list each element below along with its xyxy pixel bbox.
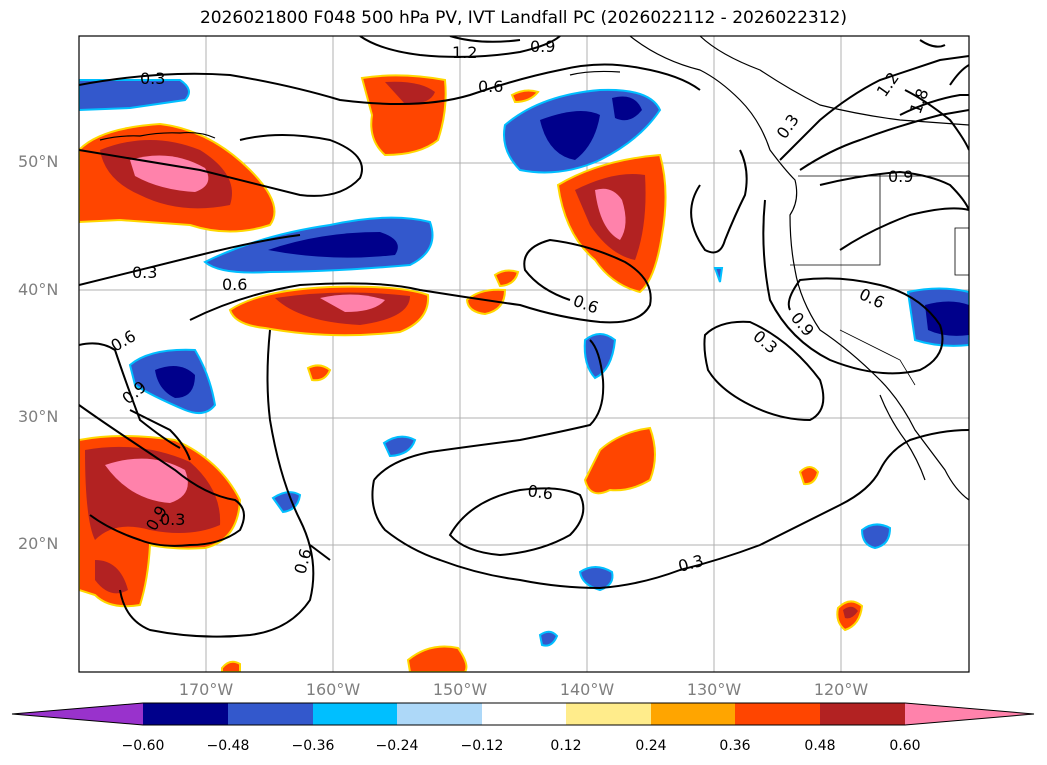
colorbar-outline [11, 702, 1035, 726]
negative-pv-core [268, 232, 398, 258]
negative-pv-region [578, 566, 614, 592]
negative-pv-region [713, 267, 724, 283]
lat-label: 30°N [18, 407, 59, 426]
positive-pv-core [385, 81, 435, 105]
negative-pv-region [860, 523, 892, 550]
positive-pv-region [221, 660, 241, 672]
pv-filled-regions [79, 74, 969, 672]
lon-label: 150°W [432, 680, 488, 699]
contour-label: 0.6 [478, 77, 503, 96]
colorbar-tick-label: 0.48 [804, 738, 836, 754]
colorbar-tick-label: 0.60 [889, 738, 921, 754]
positive-pv-core [843, 606, 858, 619]
lon-label: 120°W [813, 680, 869, 699]
negative-pv-core [612, 96, 642, 121]
map-frame [78, 35, 970, 673]
colorbar-tick-label: −0.48 [206, 738, 250, 754]
positive-pv-region [510, 89, 540, 104]
colorbar-extend-high [905, 703, 1034, 725]
negative-pv-core [155, 366, 195, 398]
colorbar-tick-label: −0.12 [460, 738, 504, 754]
positive-pv-region [798, 466, 820, 486]
positive-pv-region [406, 645, 468, 672]
positive-pv-region [583, 426, 656, 495]
contour-label: 0.9 [530, 37, 555, 56]
colorbar-bin [566, 703, 651, 725]
negative-pv-region [583, 333, 617, 380]
contour-label: 1.2 [452, 43, 477, 62]
ivt-contours [79, 36, 969, 638]
colorbar-bin [397, 703, 482, 725]
positive-pv-region [465, 288, 507, 316]
negative-pv-region [382, 435, 417, 458]
positive-pv-region [493, 269, 520, 288]
lon-label: 140°W [559, 680, 615, 699]
positive-pv-peak [130, 155, 209, 192]
contour-label: 0.9 [888, 167, 913, 186]
colorbar-extend-low [12, 703, 143, 725]
colorbar-tick-label: 0.12 [550, 738, 582, 754]
contour-label: 0.6 [222, 275, 247, 294]
lon-label: 160°W [305, 680, 361, 699]
contour-label: 0.3 [140, 69, 165, 88]
colorbar [11, 702, 1035, 726]
negative-pv-region [79, 79, 190, 112]
colorbar-tick-label: 0.36 [719, 738, 751, 754]
colorbar-bin [651, 703, 735, 725]
lat-label: 40°N [18, 280, 59, 299]
colorbar-bin [820, 703, 905, 725]
coastlines [99, 36, 969, 501]
negative-pv-region [538, 630, 559, 647]
colorbar-bin [228, 703, 313, 725]
positive-pv-core [95, 560, 128, 594]
colorbar-bin [482, 703, 566, 725]
colorbar-tick-label: 0.24 [635, 738, 667, 754]
lat-label: 20°N [18, 534, 59, 553]
colorbar-tick-label: −0.36 [291, 738, 335, 754]
positive-pv-peak [105, 458, 188, 503]
colorbar-bin [735, 703, 820, 725]
lon-label: 130°W [686, 680, 742, 699]
colorbar-tick-label: −0.60 [121, 738, 165, 754]
positive-pv-region [306, 364, 332, 382]
figure-title: 2026021800 F048 500 hPa PV, IVT Landfall… [199, 8, 847, 28]
contour-label: 0.3 [160, 510, 185, 529]
contour-label: 0.3 [132, 263, 157, 282]
negative-pv-core [540, 111, 600, 160]
colorbar-bin [313, 703, 397, 725]
positive-pv-peak [595, 188, 626, 240]
negative-pv-core [925, 301, 969, 336]
colorbar-tick-label: −0.24 [375, 738, 419, 754]
contour-label: 0.6 [526, 481, 554, 503]
lat-label: 50°N [18, 152, 59, 171]
positive-pv-peak [320, 294, 385, 312]
colorbar-bin [143, 703, 228, 725]
lon-label: 170°W [178, 680, 234, 699]
political-borders [790, 175, 969, 386]
